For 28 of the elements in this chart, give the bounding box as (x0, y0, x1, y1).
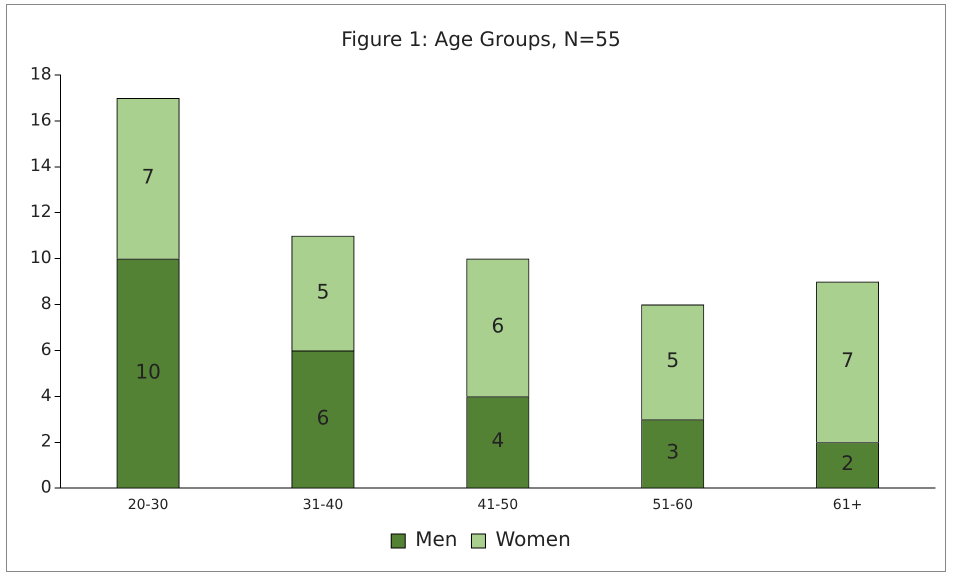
data-label: 10 (135, 359, 161, 384)
y-tick-label: 4 (40, 386, 52, 406)
data-label: 4 (491, 428, 504, 452)
y-tick-label: 18 (30, 64, 52, 84)
data-label: 6 (316, 405, 330, 430)
data-label: 7 (841, 348, 854, 372)
data-label: 5 (316, 279, 330, 304)
x-tick-label: 61+ (832, 497, 862, 514)
x-tick-label: 51-60 (652, 497, 694, 514)
y-tick-label: 12 (30, 202, 52, 222)
x-tick-label: 31-40 (302, 497, 344, 514)
legend-label: Women (495, 527, 571, 552)
y-tick-label: 6 (40, 340, 52, 360)
y-tick-label: 16 (30, 110, 52, 130)
x-tick-label: 41-50 (477, 497, 518, 514)
data-label: 2 (841, 451, 854, 476)
data-label: 6 (491, 314, 504, 338)
data-label: 3 (666, 440, 680, 464)
data-label: 7 (142, 164, 154, 189)
y-tick-label: 2 (40, 432, 52, 452)
y-tick-label: 8 (40, 294, 52, 314)
y-tick-label: 0 (40, 478, 52, 498)
y-tick-label: 10 (30, 248, 52, 268)
y-tick-label: 14 (30, 156, 52, 176)
legend-label: Men (415, 527, 458, 552)
x-tick-label: 20-30 (128, 497, 168, 514)
chart-title: Figure 1: Age Groups, N=55 (341, 27, 621, 52)
data-label: 5 (666, 348, 680, 372)
